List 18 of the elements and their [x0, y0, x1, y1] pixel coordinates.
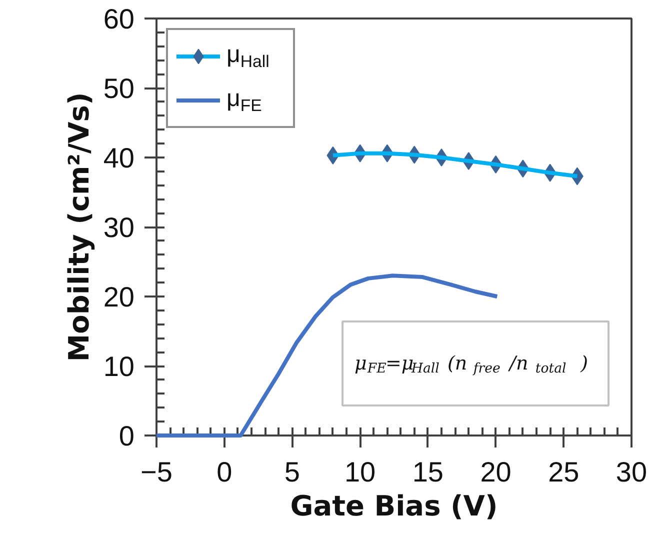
x-tick-label: 30: [616, 456, 648, 488]
y-axis-title: Mobility (cm²/Vs): [62, 92, 96, 362]
line-series: [154, 274, 500, 438]
y-tick-label: 0: [118, 420, 135, 452]
y-tick-label: 60: [103, 4, 135, 34]
x-tick-label: 15: [412, 456, 444, 488]
x-tick-label: 10: [344, 456, 376, 488]
y-tick-label: 30: [103, 212, 135, 243]
x-tick-label: 0: [216, 456, 232, 488]
y-tick-label: 10: [103, 351, 135, 382]
x-tick-label: 20: [480, 456, 512, 488]
y-tick-label: 50: [103, 73, 135, 104]
x-tick-label: −5: [140, 456, 172, 488]
y-tick-label: 40: [103, 142, 135, 174]
x-tick-label: 25: [548, 456, 580, 488]
x-tick-label: 5: [284, 456, 300, 488]
y-tick-label: 20: [103, 282, 135, 312]
x-axis-title: Gate Bias (V): [290, 490, 498, 522]
